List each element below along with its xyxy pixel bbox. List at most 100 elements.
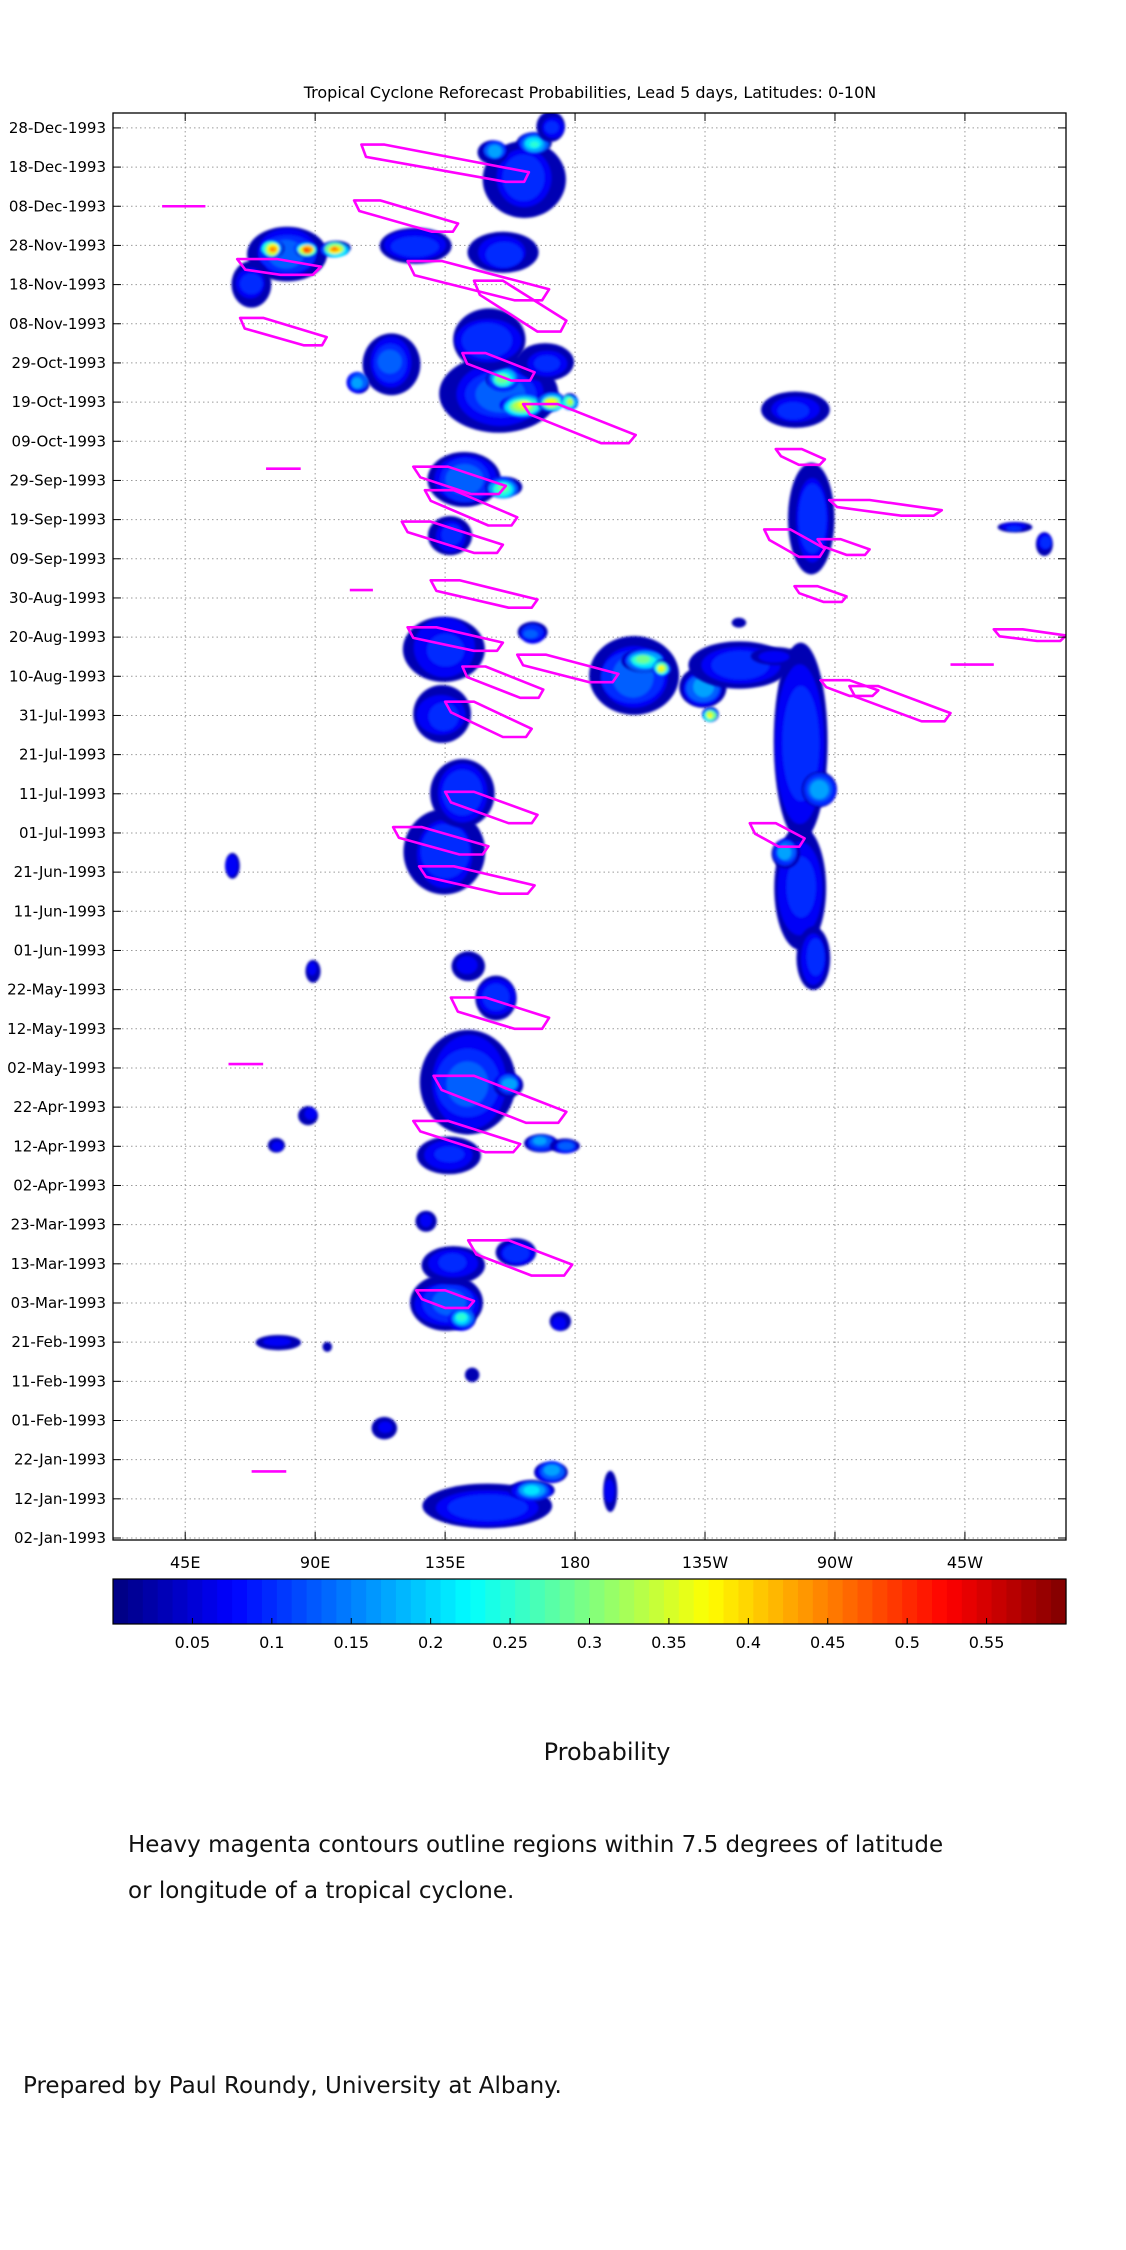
probability-patch <box>773 642 828 841</box>
colorbar-swatch <box>172 1579 189 1624</box>
y-tick-label: 10-Aug-1993 <box>9 667 106 685</box>
probability-patch <box>495 1238 537 1267</box>
colorbar-swatch <box>574 1579 591 1624</box>
cyclone-contour <box>443 790 539 825</box>
cyclone-contour <box>406 625 505 653</box>
colorbar-swatch <box>515 1579 531 1624</box>
colorbar-swatch <box>381 1579 397 1624</box>
colorbar-tick-label: 0.25 <box>492 1633 528 1652</box>
y-tick-label: 28-Dec-1993 <box>9 119 106 137</box>
probability-band <box>445 464 484 495</box>
colorbar-swatch <box>321 1579 337 1624</box>
probability-patch <box>319 240 351 258</box>
colorbar-swatch <box>470 1579 486 1624</box>
probability-patch <box>997 521 1033 533</box>
probability-band <box>530 141 539 148</box>
cyclone-contour <box>827 498 944 518</box>
probability-patch <box>731 617 747 628</box>
probability-band <box>271 1141 283 1152</box>
probability-patch <box>255 1334 302 1351</box>
x-tick-label: 45W <box>947 1553 983 1572</box>
colorbar-swatch <box>217 1579 233 1624</box>
cyclone-contour <box>406 259 551 302</box>
cyclone-contour <box>238 316 329 347</box>
probability-patch <box>761 391 830 428</box>
probability-band <box>777 844 792 860</box>
colorbar-tick-label: 0.55 <box>969 1633 1005 1652</box>
y-tick-label: 11-Jun-1993 <box>14 902 106 920</box>
probability-band <box>810 780 829 799</box>
y-tick-label: 31-Jul-1993 <box>19 706 106 724</box>
probability-band <box>240 273 263 295</box>
colorbar-swatch <box>232 1579 248 1624</box>
probability-patch <box>1035 532 1053 557</box>
cyclone-contour <box>449 996 551 1031</box>
colorbar-swatch <box>485 1579 501 1624</box>
colorbar-swatch <box>1051 1579 1067 1624</box>
probability-patch <box>413 685 471 743</box>
y-tick-label: 08-Nov-1993 <box>9 315 106 333</box>
colorbar-swatch <box>410 1579 427 1624</box>
colorbar-swatch <box>395 1579 412 1624</box>
colorbar-tick-label: 0.4 <box>736 1633 761 1652</box>
probability-band <box>377 349 402 374</box>
colorbar-swatch <box>1006 1579 1022 1624</box>
colorbar-swatch <box>812 1579 829 1624</box>
y-tick-label: 02-Jan-1993 <box>14 1529 106 1547</box>
probability-band <box>798 483 827 554</box>
probability-band <box>567 398 573 405</box>
y-tick-label: 19-Oct-1993 <box>12 393 106 411</box>
probability-patch <box>701 706 719 722</box>
probability-patch <box>298 1106 319 1126</box>
probability-patch <box>231 260 272 308</box>
probability-band <box>488 144 502 158</box>
probability-band <box>758 650 790 663</box>
probability-patch <box>379 227 452 264</box>
cyclone-contour <box>235 257 323 277</box>
colorbar-tick-label: 0.1 <box>259 1633 284 1652</box>
cyclone-contour <box>423 488 519 527</box>
colorbar-swatch <box>440 1579 457 1624</box>
cyclone-contour <box>466 1239 574 1277</box>
probability-patch <box>750 647 801 666</box>
colorbar-swatch <box>589 1579 605 1624</box>
plot-area <box>113 113 1066 1540</box>
x-tick-label: 135W <box>682 1553 729 1572</box>
colorbar-swatch <box>142 1579 159 1624</box>
probability-patch <box>451 951 486 982</box>
colorbar-swatch <box>202 1579 218 1624</box>
probability-patch <box>550 1138 580 1154</box>
y-tick-label: 08-Dec-1993 <box>9 197 106 215</box>
probability-band <box>786 856 816 918</box>
colorbar-swatch <box>351 1579 367 1624</box>
probability-patch <box>589 636 680 715</box>
y-tick-label: 22-May-1993 <box>7 981 106 999</box>
probability-patch <box>421 1246 486 1285</box>
probability-band <box>434 1146 465 1163</box>
probability-patch <box>477 140 508 165</box>
y-tick-label: 12-May-1993 <box>7 1020 106 1038</box>
probability-patch <box>260 238 285 259</box>
probability-patch <box>448 1308 476 1331</box>
colorbar-swatch <box>931 1579 948 1624</box>
cyclone-contours <box>162 143 1066 1473</box>
y-tick-label: 18-Nov-1993 <box>9 276 106 294</box>
colorbar-tick-label: 0.2 <box>418 1633 443 1652</box>
y-tick-label: 21-Feb-1993 <box>11 1333 106 1351</box>
cyclone-contour <box>472 279 568 333</box>
probability-patch <box>652 659 671 677</box>
reforecast-figure: Tropical Cyclone Reforecast Probabilitie… <box>7 83 1067 1652</box>
colorbar-swatch <box>619 1579 635 1624</box>
probability-band <box>523 1485 540 1495</box>
x-tick-label: 180 <box>560 1553 591 1572</box>
colorbar-swatch <box>291 1579 308 1624</box>
probability-patch <box>536 113 566 142</box>
probability-band <box>307 962 317 976</box>
x-axis-longitude-ticks: 45E 90E 135E 180 135W 90W 45W <box>170 113 983 1572</box>
cyclone-contour <box>360 143 531 184</box>
y-tick-label: 23-Mar-1993 <box>11 1216 106 1234</box>
contour-explanation: Heavy magenta contours outline regions w… <box>128 1822 1028 1914</box>
colorbar-swatch <box>1036 1579 1052 1624</box>
colorbar: 0.05 0.1 0.15 0.2 0.25 0.3 0.35 0.4 0.45 0.5 0.55 <box>112 1578 1067 1652</box>
cyclone-contour <box>521 402 638 445</box>
